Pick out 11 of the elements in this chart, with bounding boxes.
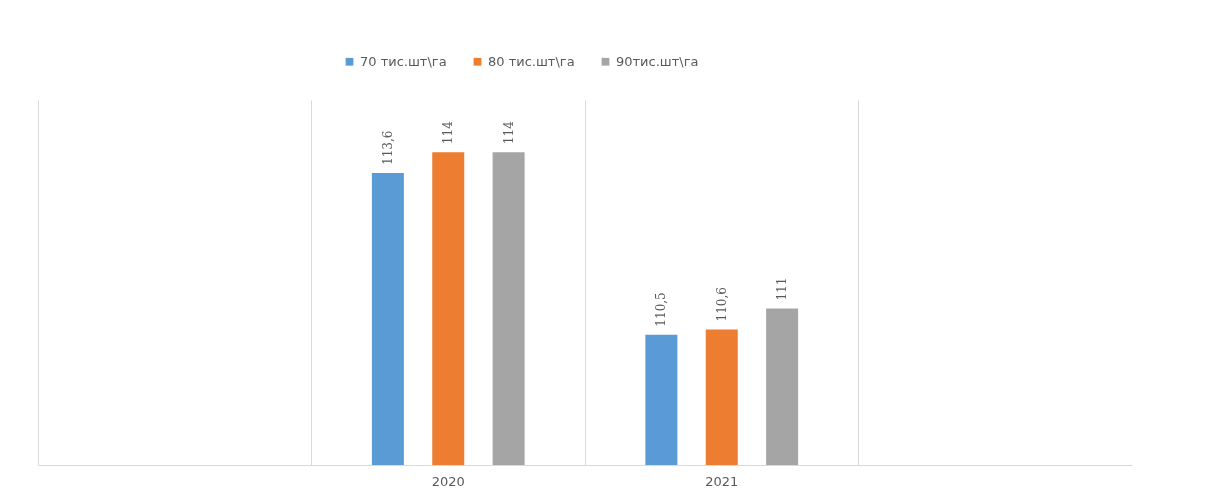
x-tick-label: 2021 (705, 473, 739, 489)
data-label: 110,6 (714, 287, 729, 322)
legend-label: 70 тис.шт\га (360, 53, 447, 69)
legend-label: 80 тис.шт\га (488, 53, 575, 69)
data-label: 114 (501, 120, 516, 145)
legend-label: 90тис.шт\га (616, 53, 699, 69)
data-label: 110,5 (654, 292, 669, 327)
data-label: 113,6 (380, 130, 395, 165)
x-tick-label: 2020 (431, 473, 465, 489)
data-label: 114 (441, 120, 456, 145)
data-label: 111 (775, 277, 790, 301)
